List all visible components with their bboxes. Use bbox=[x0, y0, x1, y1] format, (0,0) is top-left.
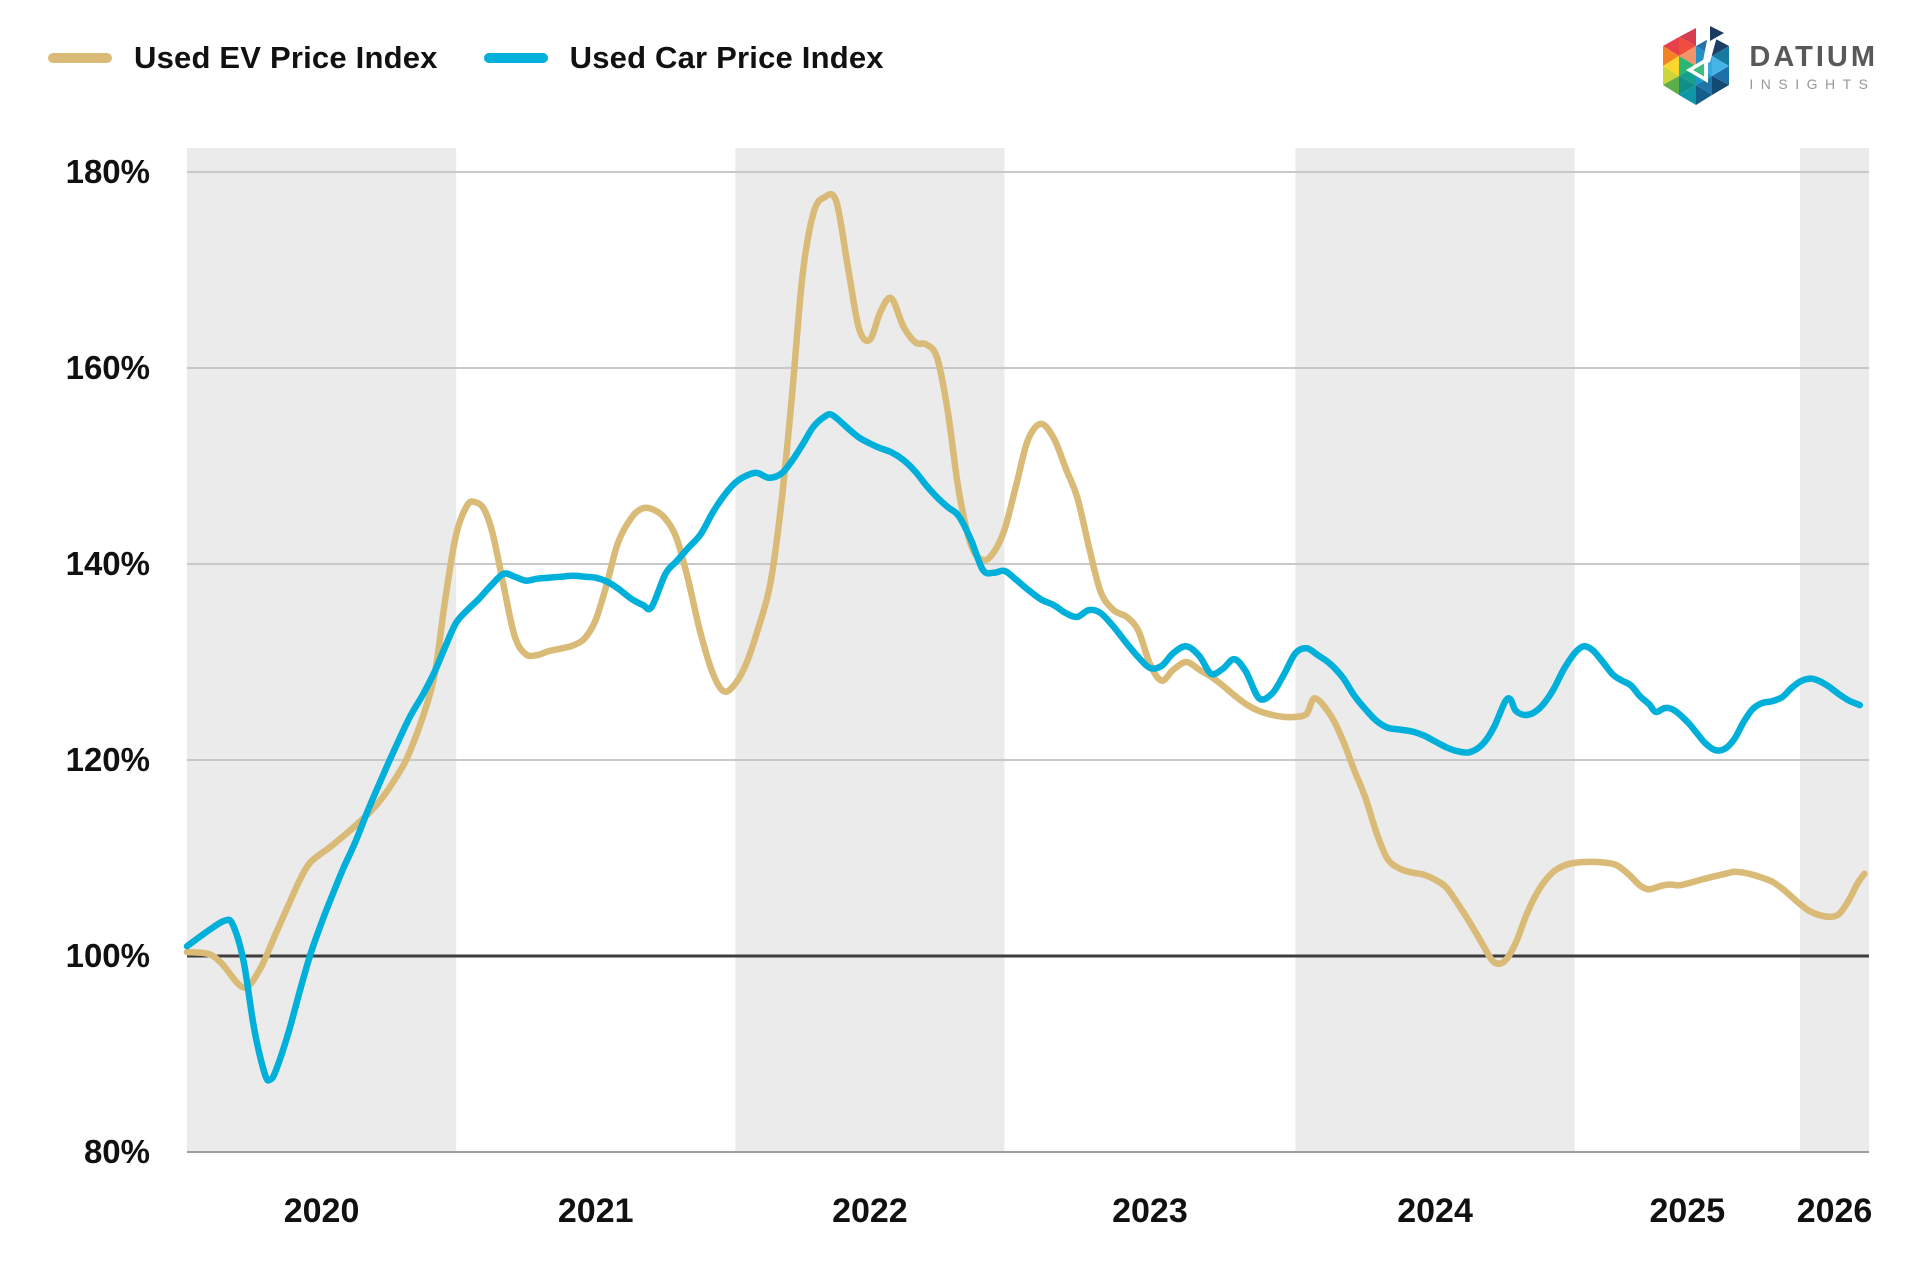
legend: Used EV Price Index Used Car Price Index bbox=[48, 40, 884, 76]
year-band-2026 bbox=[1800, 148, 1869, 1153]
year-band-2024 bbox=[1295, 148, 1575, 1153]
legend-item-ev: Used EV Price Index bbox=[48, 40, 438, 76]
logo-title: DATIUM bbox=[1749, 41, 1878, 74]
legend-label-car: Used Car Price Index bbox=[569, 40, 884, 75]
ev-line-swatch-icon bbox=[48, 53, 112, 63]
y-tick-120%: 120% bbox=[66, 741, 150, 778]
legend-label-ev: Used EV Price Index bbox=[134, 40, 438, 75]
year-band-2020 bbox=[187, 148, 457, 1153]
series-line-ev bbox=[183, 190, 1868, 991]
y-tick-140%: 140% bbox=[66, 545, 150, 582]
logo-text: DATIUM INSIGHTS bbox=[1749, 41, 1878, 92]
y-tick-180%: 180% bbox=[66, 153, 150, 190]
y-tick-80%: 80% bbox=[84, 1133, 150, 1170]
legend-item-car: Used Car Price Index bbox=[483, 40, 884, 76]
logo-subtitle: INSIGHTS bbox=[1749, 75, 1876, 92]
y-tick-160%: 160% bbox=[66, 349, 150, 386]
datium-insights-logo: DATIUM INSIGHTS bbox=[1658, 24, 1878, 110]
car-line-swatch-icon bbox=[483, 53, 548, 63]
x-tick-2023: 2023 bbox=[1112, 1192, 1188, 1230]
x-tick-2022: 2022 bbox=[832, 1192, 908, 1230]
x-tick-2020: 2020 bbox=[284, 1192, 360, 1230]
x-tick-2026: 2026 bbox=[1797, 1192, 1873, 1230]
x-tick-2021: 2021 bbox=[558, 1192, 634, 1230]
datium-hexagon-icon bbox=[1663, 26, 1730, 105]
series-line-car bbox=[183, 410, 1864, 1084]
y-tick-100%: 100% bbox=[66, 937, 150, 974]
x-tick-2024: 2024 bbox=[1397, 1192, 1473, 1230]
year-band-2022 bbox=[735, 148, 1005, 1153]
x-tick-2025: 2025 bbox=[1650, 1192, 1726, 1230]
